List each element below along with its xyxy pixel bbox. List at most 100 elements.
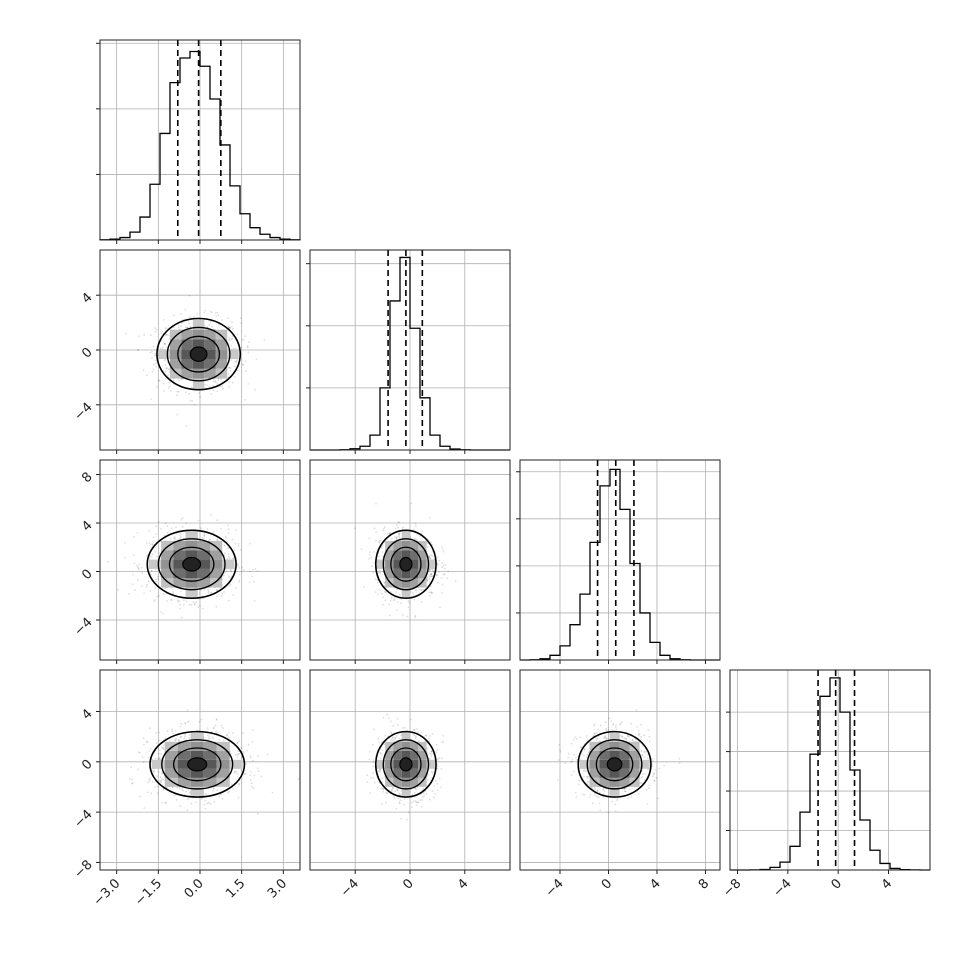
scatter-point <box>187 789 190 791</box>
scatter-point <box>162 613 165 615</box>
scatter-point <box>207 736 210 739</box>
scatter-point <box>199 605 201 608</box>
scatter-point <box>179 603 182 606</box>
scatter-point <box>212 727 215 729</box>
scatter-point <box>138 751 141 754</box>
scatter-point <box>147 580 150 582</box>
scatter-point <box>228 327 231 329</box>
scatter-point <box>196 729 199 732</box>
scatter-point <box>193 404 196 406</box>
scatter-point <box>399 593 401 596</box>
scatter-point <box>250 782 253 785</box>
scatter-point <box>194 603 196 606</box>
scatter-point <box>179 534 182 537</box>
scatter-point <box>176 599 179 601</box>
density-cell <box>385 568 394 579</box>
contour-line <box>156 317 242 391</box>
density-cell <box>192 368 205 379</box>
scatter-point <box>197 606 200 609</box>
scatter-point <box>147 756 150 759</box>
scatter-point <box>236 333 239 336</box>
scatter-point <box>224 535 227 538</box>
density-cell <box>216 768 230 778</box>
contour-line <box>177 335 221 373</box>
scatter-point <box>377 737 379 740</box>
scatter-point <box>251 741 254 743</box>
density-cell <box>169 368 182 379</box>
scatter-point <box>430 591 433 593</box>
scatter-point <box>203 534 206 537</box>
scatter-point <box>134 589 136 592</box>
density-cell <box>204 349 216 360</box>
scatter-point <box>164 334 167 336</box>
scatter-point <box>434 792 437 795</box>
scatter-point <box>146 781 149 784</box>
scatter-point <box>431 733 434 735</box>
scatter-point <box>154 757 157 760</box>
scatter-point <box>179 736 182 739</box>
scatter-point <box>173 536 176 539</box>
scatter-point <box>369 551 371 553</box>
scatter-point <box>174 739 177 741</box>
scatter-point <box>446 577 448 580</box>
scatter-point <box>382 716 385 719</box>
scatter-point <box>252 580 255 583</box>
scatter-point <box>159 749 161 752</box>
density-cell <box>210 550 223 560</box>
scatter-point <box>179 725 182 728</box>
scatter-point <box>150 747 152 750</box>
scatter-point <box>145 585 148 588</box>
density-cell <box>401 568 411 579</box>
scatter-point <box>187 721 189 723</box>
scatter-point <box>443 573 446 576</box>
scatter-point <box>127 593 130 595</box>
scatter-point <box>246 749 248 752</box>
density-cell <box>185 578 198 588</box>
scatter-point <box>414 537 416 540</box>
scatter-point <box>196 313 199 315</box>
scatter-point <box>380 787 382 790</box>
density-cell <box>418 568 427 579</box>
scatter-point <box>133 536 136 538</box>
scatter-point <box>409 537 412 539</box>
scatter-point <box>209 538 212 541</box>
scatter-point <box>647 728 650 731</box>
density-cell <box>169 359 182 369</box>
scatter-point <box>231 321 233 323</box>
scatter-point <box>136 578 139 581</box>
scatter-point <box>419 535 421 537</box>
scatter-point <box>413 728 416 731</box>
scatter-point <box>447 570 450 573</box>
scatter-point <box>242 364 245 367</box>
scatter-point <box>176 390 179 393</box>
scatter-point <box>185 600 188 603</box>
panel-2-2 <box>516 459 721 664</box>
scatter-point <box>374 578 377 581</box>
scatter-point <box>239 317 242 319</box>
scatter-point <box>421 537 424 539</box>
scatter-point <box>151 543 154 546</box>
scatter-point <box>428 556 430 559</box>
scatter-point <box>443 567 446 570</box>
scatter-point <box>398 792 400 795</box>
scatter-point <box>221 384 224 387</box>
scatter-point <box>431 555 434 558</box>
density-cell <box>204 368 216 379</box>
scatter-point <box>428 577 431 580</box>
scatter-point <box>354 527 356 530</box>
scatter-point <box>203 311 206 314</box>
scatter-point <box>366 774 369 777</box>
scatter-point <box>439 786 442 789</box>
scatter-point <box>213 378 215 381</box>
scatter-point <box>157 747 160 750</box>
density-cell <box>151 759 165 769</box>
panel-1-1 <box>306 249 511 454</box>
contour-core <box>189 346 208 362</box>
scatter-point <box>179 805 182 808</box>
scatter-point <box>191 399 194 402</box>
scatter-point <box>180 322 183 324</box>
density-cell <box>393 540 402 551</box>
density-cell <box>418 559 427 569</box>
scatter-point <box>163 359 166 362</box>
scatter-point <box>378 589 381 592</box>
